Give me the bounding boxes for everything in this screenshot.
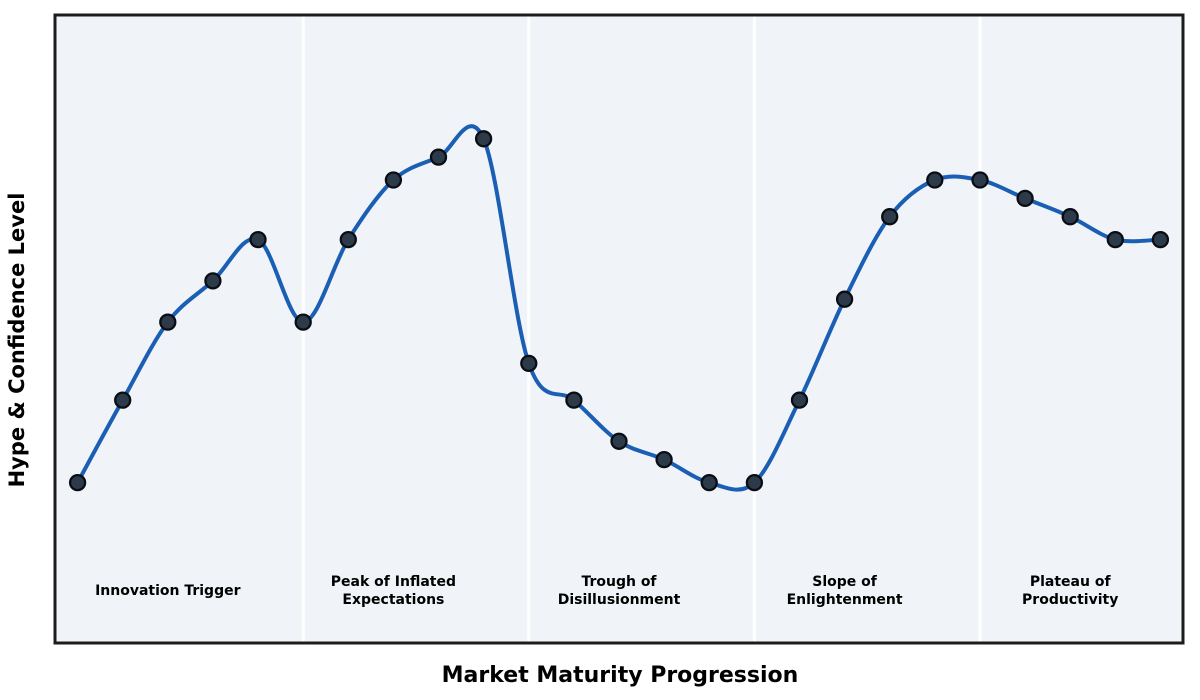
phase-label: Innovation Trigger [95,583,241,599]
data-point-marker [384,171,403,189]
data-point-marker [249,230,267,249]
data-point-marker [294,313,312,331]
plot-border [53,13,1185,645]
data-point-markers [68,130,1170,492]
data-point-marker [565,391,583,409]
data-point-marker [339,230,357,249]
data-point-marker [1061,208,1079,226]
phase-divider [527,16,531,642]
data-point-marker [114,391,132,409]
data-point-marker [474,130,493,148]
data-point-marker [700,473,718,492]
data-point-marker [429,148,448,166]
phase-labels: Innovation Trigger Peak of Inflated Expect… [95,574,1118,608]
data-point-marker [926,171,944,189]
data-point-marker [655,450,673,469]
data-point-marker [1151,230,1170,249]
data-point-marker [881,208,899,226]
data-point-marker [1106,230,1124,249]
y-axis-label: Hype & Confidence Level [5,193,29,488]
data-point-marker [610,432,628,450]
data-point-marker [520,354,538,373]
data-point-marker [971,171,989,189]
data-point-marker [1016,189,1034,208]
phase-label: Trough of Disillusionment [558,574,681,608]
phase-divider [978,16,982,642]
data-point-marker [790,391,809,409]
data-point-marker [745,473,764,492]
phase-divider [752,16,756,642]
plot-background [55,15,1183,643]
x-axis-label: Market Maturity Progression [442,663,799,688]
phase-label: Plateau of Productivity [1022,574,1118,608]
phase-label: Slope of Enlightenment [787,574,903,608]
data-point-marker [68,473,87,492]
data-point-marker [204,272,222,290]
data-point-marker [835,290,854,308]
phase-label: Peak of Inflated Expectations [331,574,456,608]
data-point-marker [159,313,177,331]
